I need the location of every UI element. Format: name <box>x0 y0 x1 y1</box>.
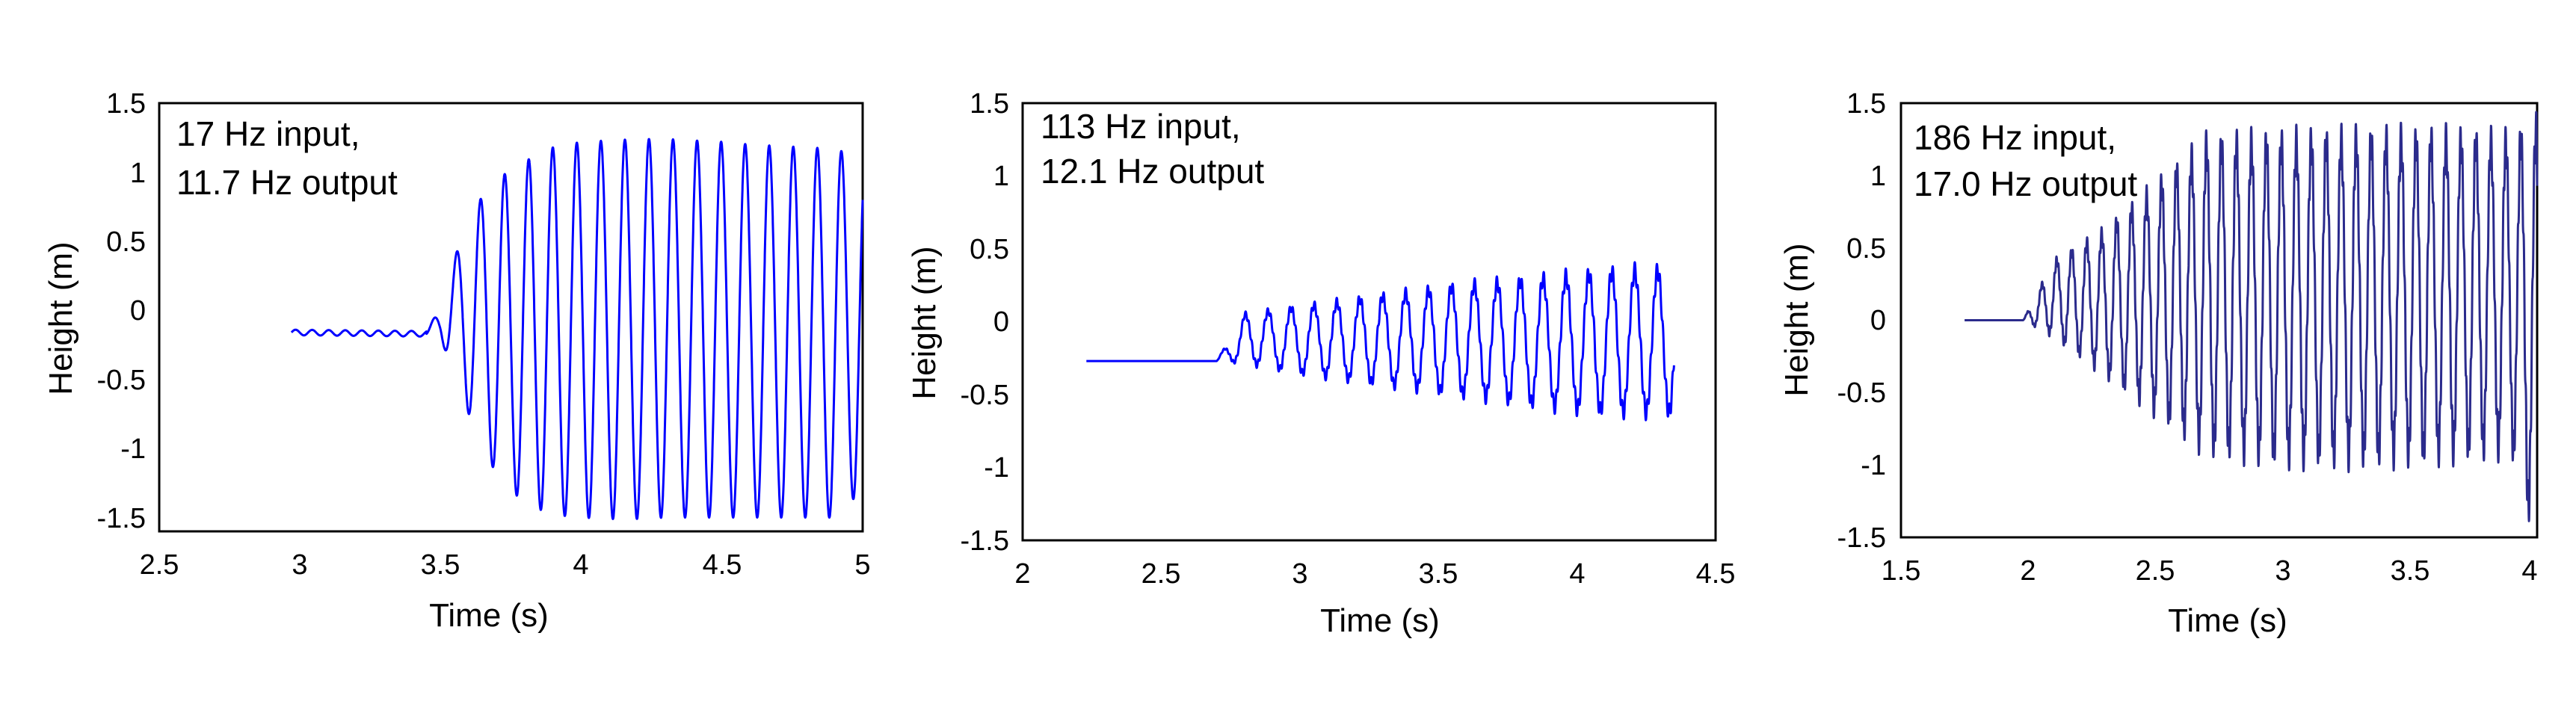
y-tick-label: 1 <box>1870 161 1886 192</box>
x-tick-label: 2 <box>1014 558 1030 590</box>
x-axis-ticks: 2.5 3 3.5 4 4.5 5 <box>140 549 871 581</box>
annotation-line-1: 186 Hz input, <box>1914 118 2116 157</box>
x-axis-label: Time (s) <box>2168 602 2287 639</box>
y-tick-label: 0 <box>1870 305 1886 336</box>
x-tick-label: 3.5 <box>421 549 460 581</box>
annotation-line-2: 11.7 Hz output <box>176 163 398 202</box>
y-tick-label: -0.5 <box>961 380 1009 411</box>
x-tick-label: 3.5 <box>2391 555 2430 587</box>
y-tick-label: -1 <box>984 452 1009 484</box>
y-tick-label: 1.5 <box>1846 88 1886 120</box>
x-axis-ticks: 1.5 2 2.5 3 3.5 4 <box>1882 555 2538 587</box>
x-tick-label: 2.5 <box>140 549 179 581</box>
x-tick-label: 5 <box>854 549 870 581</box>
y-axis-ticks: 1.5 1 0.5 0 -0.5 -1 -1.5 <box>97 88 146 534</box>
annotation-line-1: 17 Hz input, <box>176 114 360 153</box>
y-tick-label: 0 <box>993 306 1009 338</box>
x-tick-label: 4 <box>1569 558 1585 590</box>
x-tick-label: 1.5 <box>1882 555 1921 587</box>
x-tick-label: 4.5 <box>1696 558 1736 590</box>
annotation-line-2: 12.1 Hz output <box>1041 152 1264 191</box>
annotation-line-2: 17.0 Hz output <box>1914 164 2137 203</box>
x-tick-label: 4 <box>2521 555 2537 587</box>
x-tick-label: 3 <box>2275 555 2290 587</box>
y-tick-label: -1 <box>1861 450 1886 481</box>
series-line <box>1085 261 1675 421</box>
y-tick-label: 1 <box>993 161 1009 192</box>
plot-frame <box>1899 102 2539 539</box>
x-tick-label: 3 <box>1292 558 1307 590</box>
plot-frame <box>1021 102 1717 542</box>
y-tick-label: -1.5 <box>97 503 146 534</box>
x-tick-label: 2.5 <box>1141 558 1181 590</box>
y-tick-label: 0.5 <box>106 226 146 258</box>
chart-panel-1: 1.5 1 0.5 0 -0.5 -1 -1.5 2.5 3 3.5 4 4.5… <box>43 88 871 634</box>
plot-frame <box>158 102 864 533</box>
series-line <box>1963 111 2539 522</box>
y-tick-label: -1.5 <box>1837 522 1886 554</box>
y-tick-label: 0.5 <box>970 234 1009 265</box>
y-axis-ticks: 1.5 1 0.5 0 -0.5 -1 -1.5 <box>961 88 1009 557</box>
x-tick-label: 2 <box>2020 555 2036 587</box>
x-tick-label: 3.5 <box>1419 558 1458 590</box>
y-tick-label: -0.5 <box>1837 377 1886 409</box>
y-axis-label: Height (m) <box>43 241 79 395</box>
y-tick-label: -0.5 <box>97 365 146 396</box>
y-tick-label: 1 <box>130 158 146 189</box>
y-axis-label: Height (m) <box>1778 243 1815 396</box>
y-tick-label: 0.5 <box>1846 233 1886 265</box>
x-tick-label: 3 <box>292 549 307 581</box>
y-axis-ticks: 1.5 1 0.5 0 -0.5 -1 -1.5 <box>1837 88 1886 554</box>
annotation-line-1: 113 Hz input, <box>1041 107 1241 146</box>
chart-panel-3: 1.5 1 0.5 0 -0.5 -1 -1.5 1.5 2 2.5 3 3.5… <box>1778 88 2539 639</box>
chart-panel-2: 1.5 1 0.5 0 -0.5 -1 -1.5 2 2.5 3 3.5 4 4… <box>906 88 1735 639</box>
y-axis-label: Height (m) <box>906 246 943 399</box>
series-line <box>290 138 864 520</box>
y-tick-label: 1.5 <box>970 88 1009 120</box>
y-tick-label: -1 <box>120 433 146 465</box>
x-tick-label: 4 <box>573 549 588 581</box>
y-tick-label: 1.5 <box>106 88 146 120</box>
x-axis-ticks: 2 2.5 3 3.5 4 4.5 <box>1014 558 1735 590</box>
x-axis-label: Time (s) <box>429 597 549 634</box>
x-axis-label: Time (s) <box>1320 602 1440 639</box>
y-tick-label: 0 <box>130 295 146 327</box>
x-tick-label: 4.5 <box>703 549 742 581</box>
y-tick-label: -1.5 <box>961 525 1009 557</box>
x-tick-label: 2.5 <box>2136 555 2175 587</box>
